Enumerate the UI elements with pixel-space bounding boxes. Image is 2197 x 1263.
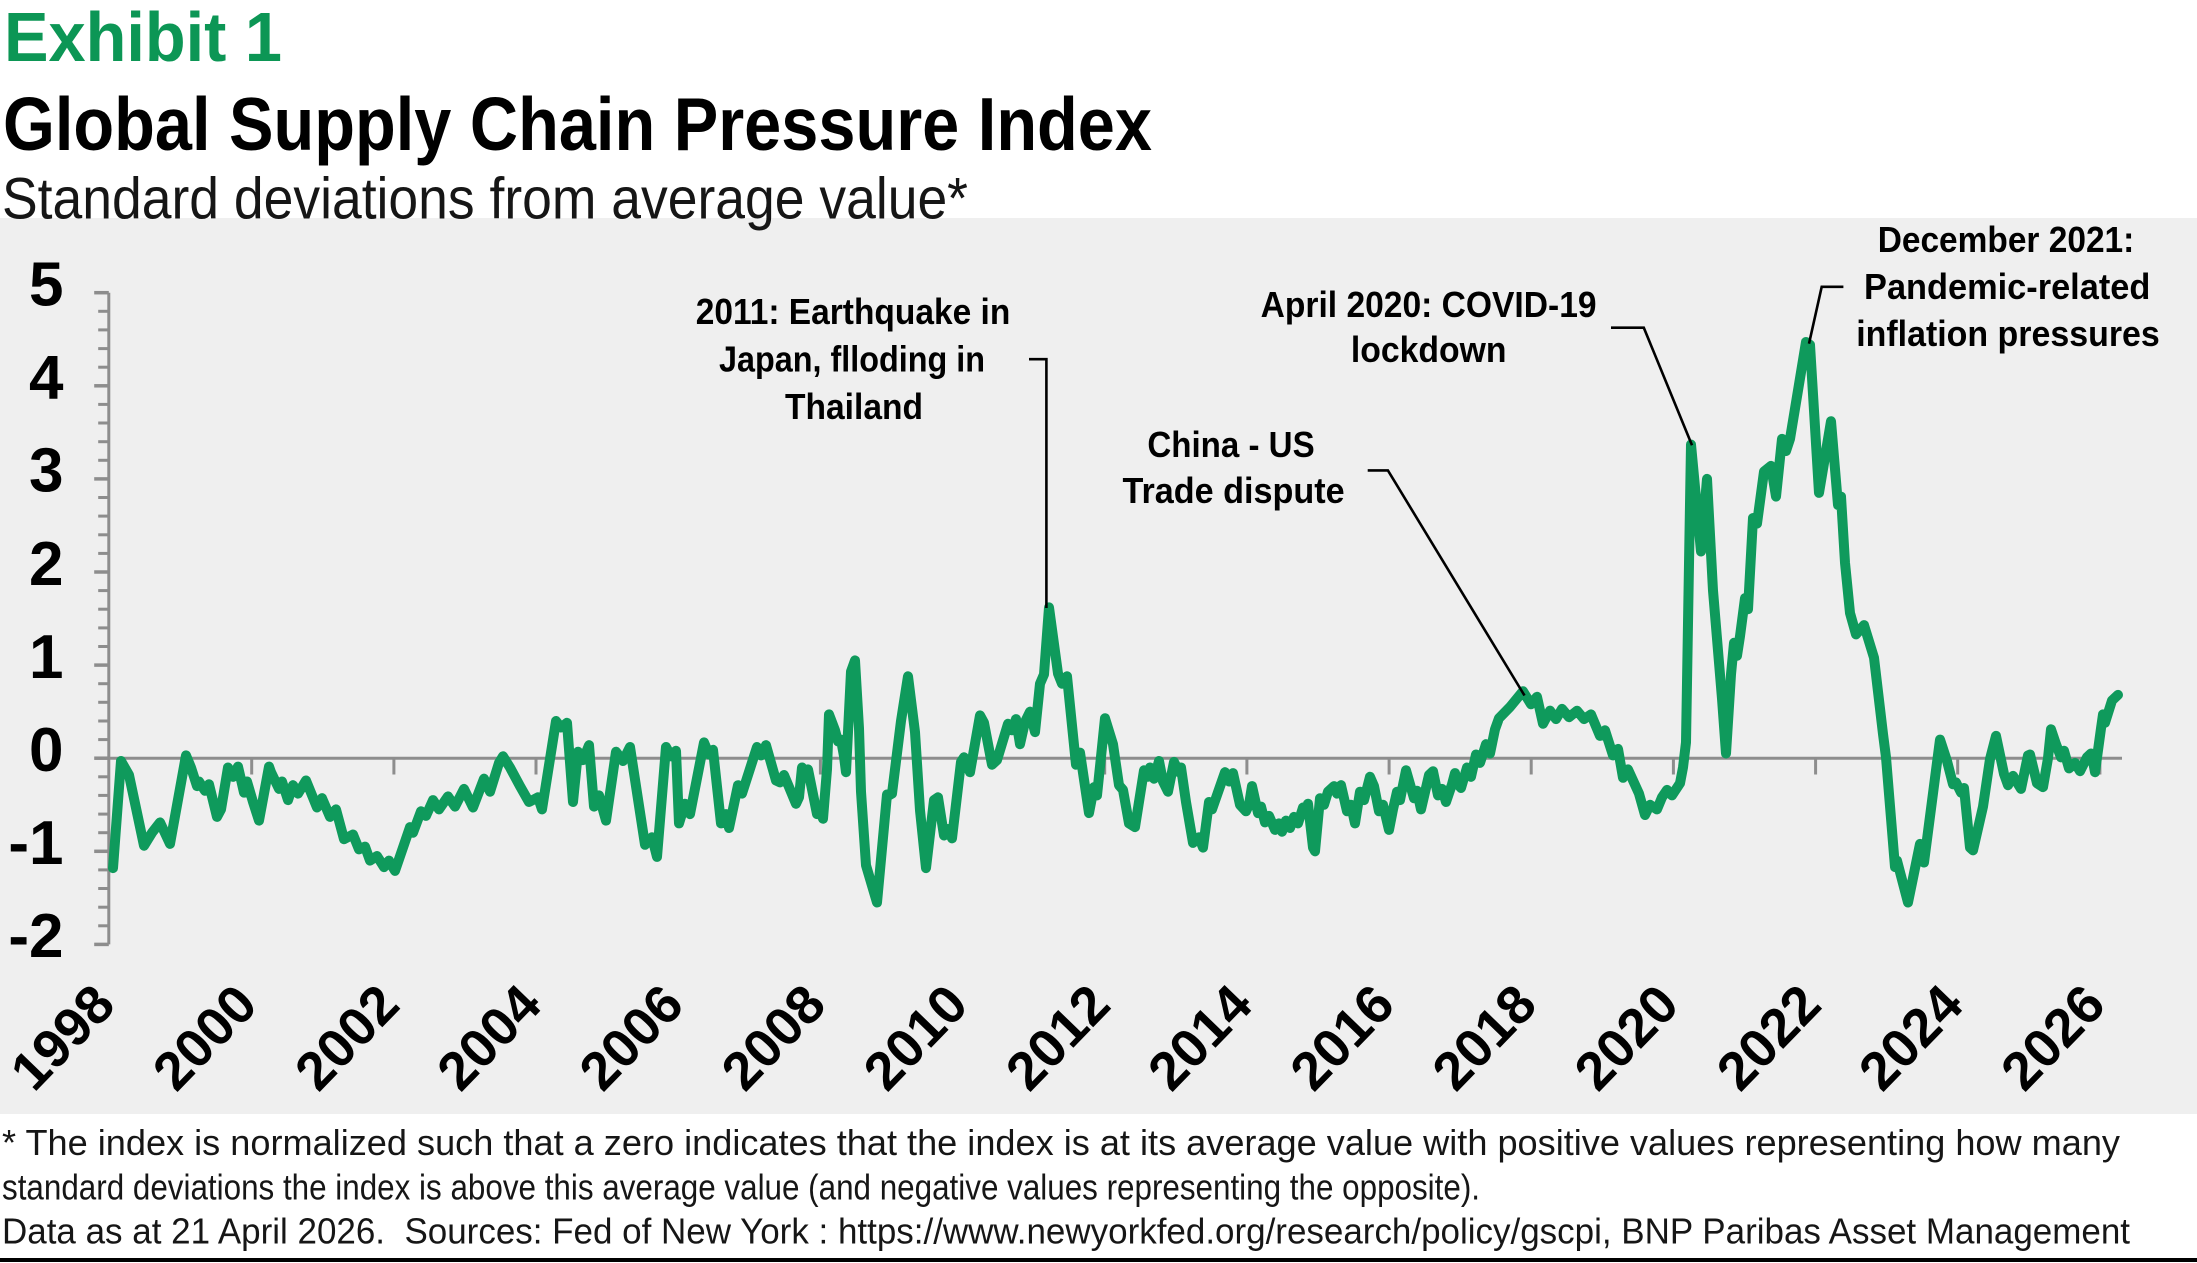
- svg-text:2011: Earthquake in: 2011: Earthquake in: [696, 291, 1011, 332]
- svg-text:Global Supply Chain Pressure I: Global Supply Chain Pressure Index: [3, 82, 1152, 166]
- svg-text:April 2020: COVID-19: April 2020: COVID-19: [1261, 284, 1597, 325]
- svg-text:standard deviations the index: standard deviations the index is above t…: [2, 1167, 1480, 1208]
- svg-text:-1: -1: [8, 809, 63, 878]
- svg-text:Exhibit 1: Exhibit 1: [4, 0, 282, 76]
- svg-text:* The index is normalized such: * The index is normalized such that a ze…: [2, 1122, 2120, 1163]
- svg-text:Data as at 21 April 2026. Sou: Data as at 21 April 2026. Sources: Fed o…: [2, 1211, 2130, 1252]
- svg-text:-2: -2: [8, 902, 63, 971]
- svg-text:5: 5: [29, 251, 63, 320]
- svg-text:1: 1: [29, 623, 63, 692]
- svg-text:Standard deviations from avera: Standard deviations from average value*: [2, 167, 968, 232]
- svg-text:China - US: China - US: [1147, 424, 1314, 465]
- svg-text:4: 4: [29, 344, 64, 413]
- svg-text:0: 0: [29, 716, 63, 785]
- svg-text:3: 3: [29, 437, 63, 506]
- svg-text:Japan, flloding in: Japan, flloding in: [719, 339, 985, 380]
- svg-text:lockdown: lockdown: [1351, 329, 1507, 370]
- svg-text:Thailand: Thailand: [785, 386, 923, 427]
- svg-text:inflation pressures: inflation pressures: [1856, 313, 2160, 354]
- svg-text:Trade dispute: Trade dispute: [1123, 470, 1345, 511]
- svg-text:2: 2: [29, 530, 63, 599]
- svg-text:Pandemic-related: Pandemic-related: [1864, 266, 2150, 307]
- svg-text:December 2021:: December 2021:: [1878, 219, 2135, 260]
